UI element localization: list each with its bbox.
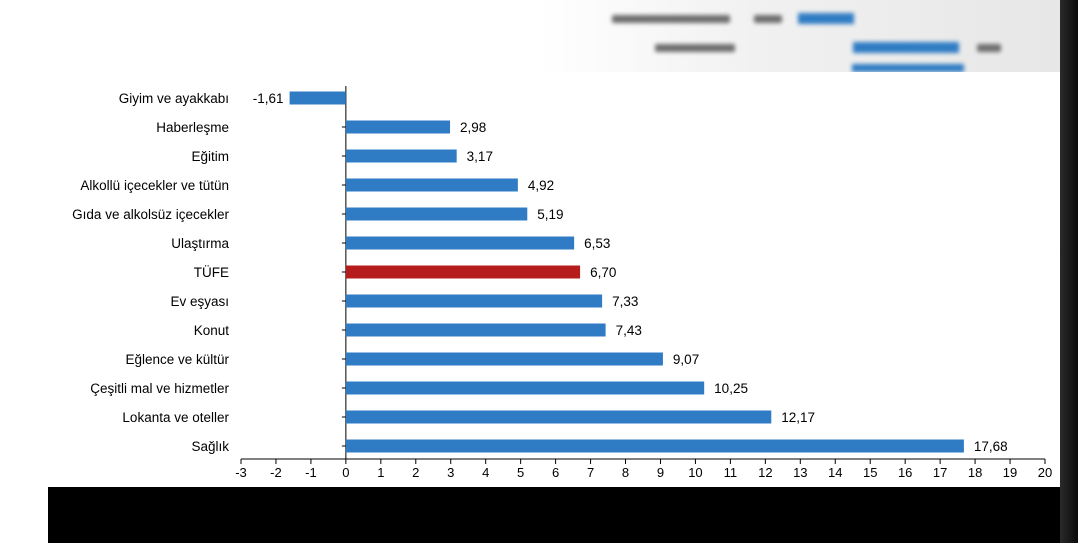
x-tick-label: 11 bbox=[724, 465, 738, 480]
x-tick-label: 3 bbox=[447, 465, 454, 480]
data-label: 6,70 bbox=[590, 265, 616, 280]
x-tick-label: 15 bbox=[863, 465, 877, 480]
category-label: Ev eşyası bbox=[170, 294, 229, 309]
x-tick-label: 18 bbox=[968, 465, 982, 480]
x-tick-label: 14 bbox=[828, 465, 842, 480]
x-tick-label: 20 bbox=[1038, 465, 1052, 480]
category-label: Lokanta ve oteller bbox=[122, 410, 229, 425]
data-label: 17,68 bbox=[974, 439, 1008, 454]
data-label: 3,17 bbox=[467, 149, 493, 164]
data-label: 2,98 bbox=[460, 120, 486, 135]
data-label: 9,07 bbox=[673, 352, 699, 367]
category-label: Konut bbox=[194, 323, 230, 338]
chart-panel: -3 -2 -1 0 1 2 3 4 5 6 7 8 9 10 11 12 13 14 15 16 17 18 19 20 Gi… bbox=[48, 72, 1060, 487]
data-label: 6,53 bbox=[584, 236, 610, 251]
x-tick-label: -3 bbox=[235, 465, 247, 480]
bar bbox=[345, 294, 603, 308]
category-label: Sağlık bbox=[191, 439, 229, 454]
x-tick-label: 2 bbox=[412, 465, 419, 480]
data-label: 10,25 bbox=[714, 381, 748, 396]
category-label: Alkollü içecekler ve tütün bbox=[80, 178, 229, 193]
data-label: -1,61 bbox=[253, 91, 284, 106]
bar bbox=[345, 410, 772, 424]
category-label: Gıda ve alkolsüz içecekler bbox=[72, 207, 229, 222]
data-label: 5,19 bbox=[537, 207, 563, 222]
x-tick-label: 7 bbox=[587, 465, 594, 480]
blurred-background-chart bbox=[0, 0, 1078, 72]
bar bbox=[345, 207, 528, 221]
category-label: Giyim ve ayakkabı bbox=[119, 91, 229, 106]
bar bbox=[345, 439, 964, 453]
category-label: Çeşitli mal ve hizmetler bbox=[90, 381, 229, 396]
x-tick-label: 9 bbox=[657, 465, 664, 480]
x-tick-label: 5 bbox=[517, 465, 524, 480]
bar bbox=[289, 91, 346, 105]
x-tick-label: 1 bbox=[377, 465, 384, 480]
dark-edge bbox=[1060, 0, 1078, 543]
category-label: Ulaştırma bbox=[171, 236, 229, 251]
data-label: 12,17 bbox=[781, 410, 815, 425]
x-tick-label: 10 bbox=[688, 465, 702, 480]
x-tick-label: 17 bbox=[933, 465, 947, 480]
bar bbox=[345, 120, 451, 134]
category-label: Haberleşme bbox=[156, 120, 229, 135]
x-tick-label: 8 bbox=[622, 465, 629, 480]
x-tick-label: -1 bbox=[305, 465, 317, 480]
x-tick-label: 19 bbox=[1003, 465, 1017, 480]
data-label: 7,43 bbox=[616, 323, 642, 338]
category-label: TÜFE bbox=[194, 265, 229, 280]
data-label: 4,92 bbox=[528, 178, 554, 193]
data-label: 7,33 bbox=[612, 294, 638, 309]
bar bbox=[345, 149, 457, 163]
x-tick-label: 6 bbox=[552, 465, 559, 480]
bar bbox=[345, 178, 518, 192]
x-tick-label: 4 bbox=[482, 465, 489, 480]
category-label: Eğitim bbox=[191, 149, 229, 164]
bar bbox=[345, 236, 575, 250]
x-tick-label: 12 bbox=[758, 465, 772, 480]
bar bbox=[345, 323, 606, 337]
x-tick-label: 0 bbox=[342, 465, 349, 480]
bar bbox=[345, 265, 581, 279]
black-band bbox=[48, 487, 1060, 543]
x-tick-label: 16 bbox=[898, 465, 912, 480]
bar-chart: -3 -2 -1 0 1 2 3 4 5 6 7 8 9 10 11 12 13 14 15 16 17 18 19 20Gi… bbox=[72, 86, 1052, 480]
category-label: Eğlence ve kültür bbox=[125, 352, 229, 367]
x-tick-label: -2 bbox=[270, 465, 282, 480]
x-tick-label: 13 bbox=[793, 465, 807, 480]
bar bbox=[345, 352, 663, 366]
bar bbox=[345, 381, 705, 395]
